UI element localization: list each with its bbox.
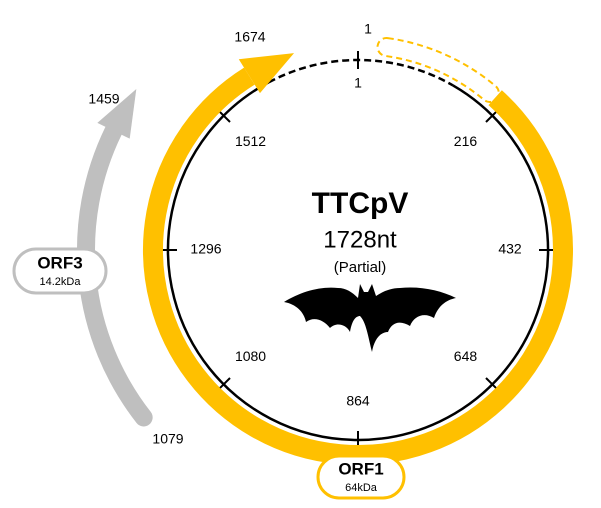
orf3-end: 1459 [88,91,119,107]
tick-label: 864 [346,393,370,409]
orf1-pill [316,454,406,500]
genome-circle-partial [268,58,454,87]
orf3-name: ORF3 [37,253,82,272]
tick-label: 432 [498,241,522,257]
orf3-arrowhead [97,88,137,139]
orf1-wrap-outline [376,37,500,103]
orf3-start: 1079 [152,431,183,447]
tick-label: 1296 [190,241,221,257]
tick-label: 1 [354,75,362,91]
tick-label: 648 [454,348,478,364]
tick-label: 216 [454,133,478,149]
genome-note: (Partial) [334,259,387,276]
orf3-mass: 14.2kDa [40,276,82,288]
orf1-end: 1674 [234,29,265,45]
orf1-start: 1 [364,21,372,37]
orf1-arrowhead [238,53,295,94]
orf3-pill [12,247,108,295]
genome-circle [166,81,550,442]
bat-silhouette [284,284,456,352]
tick-label: 1512 [235,133,266,149]
genome-length: 1728nt [323,226,397,253]
tick-label: 1080 [235,348,266,364]
orf1-name: ORF1 [338,459,383,478]
genome-name: TTCpV [312,187,409,220]
orf1-mass: 64kDa [345,482,378,494]
orf1-arc [143,67,573,465]
